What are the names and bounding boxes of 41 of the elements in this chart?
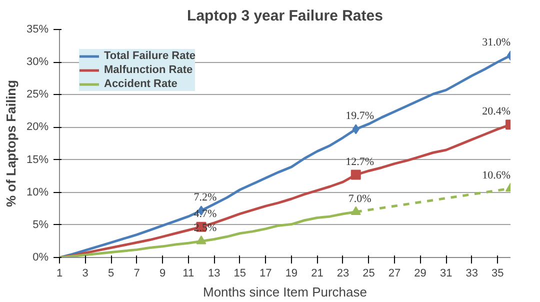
y-axis-title: % of Laptops Failing	[3, 80, 18, 208]
x-tick-label: 35	[491, 268, 504, 280]
x-axis-title: Months since Item Purchase	[202, 284, 368, 300]
x-tick-label: 21	[311, 268, 324, 280]
x-tick-label: 3	[82, 268, 88, 280]
data-label: 31.0%	[482, 36, 511, 49]
y-tick-label: 15%	[26, 154, 49, 166]
chart-title: Laptop 3 year Failure Rates	[187, 8, 383, 24]
y-tick-label: 10%	[26, 186, 49, 198]
y-tick-label: 0%	[32, 252, 49, 264]
x-tick-label: 15	[234, 268, 246, 280]
data-label: 10.6%	[482, 169, 511, 182]
x-tick-label: 27	[388, 268, 401, 280]
legend-label: Total Failure Rate	[104, 49, 196, 63]
data-label: 7.0%	[348, 192, 372, 205]
data-label: 20.4%	[482, 106, 511, 118]
legend-label: Accident Rate	[104, 77, 178, 91]
x-tick-label: 13	[208, 268, 220, 280]
data-label: 12.7%	[346, 156, 374, 168]
x-tick-label: 31	[440, 268, 452, 280]
y-tick-label: 30%	[26, 56, 49, 68]
y-tick-label: 5%	[32, 218, 49, 231]
data-label: 19.7%	[346, 110, 374, 122]
x-tick-label: 29	[414, 268, 426, 280]
x-tick-label: 17	[260, 268, 272, 280]
data-label: 4.7%	[194, 208, 217, 220]
x-tick-label: 25	[362, 268, 375, 280]
x-tick-label: 33	[466, 268, 478, 280]
y-tick-label: 20%	[26, 121, 49, 134]
x-tick-label: 7	[134, 268, 140, 280]
x-tick-label: 5	[108, 268, 114, 280]
y-tick-label: 25%	[26, 88, 49, 101]
x-tick-label: 1	[56, 268, 63, 280]
x-tick-label: 9	[160, 268, 166, 280]
x-tick-label: 19	[285, 268, 298, 280]
data-label: 7.2%	[194, 192, 217, 204]
y-tick-label: 35%	[26, 24, 49, 36]
data-label: 2.5%	[194, 222, 217, 234]
x-tick-label: 11	[182, 268, 194, 280]
legend-label: Malfunction Rate	[104, 63, 193, 77]
x-tick-label: 23	[336, 268, 350, 280]
